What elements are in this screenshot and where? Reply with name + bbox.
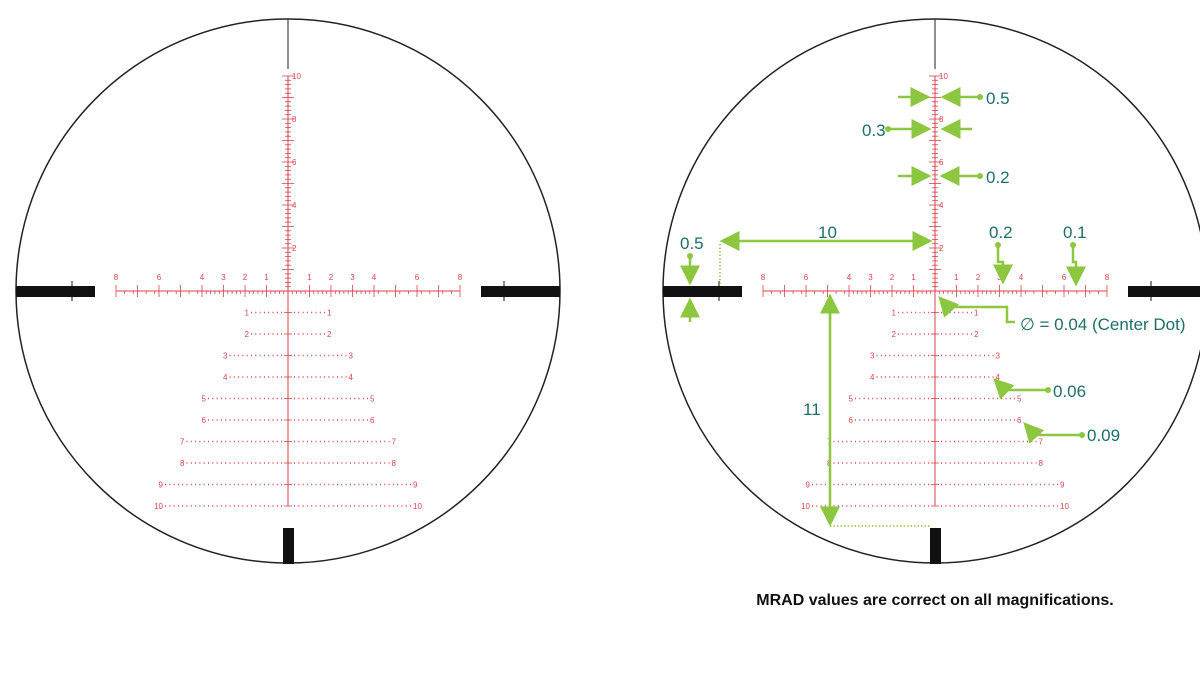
row-label: 2 <box>245 330 250 339</box>
row-label: 10 <box>413 502 422 511</box>
row-label: 3 <box>996 352 1001 361</box>
row-label: 3 <box>223 352 228 361</box>
h-label: 3 <box>221 273 226 282</box>
v-label: 2 <box>939 244 944 253</box>
h-label: 6 <box>804 273 809 282</box>
caption: MRAD values are correct on all magnifica… <box>756 592 1113 609</box>
row-label: 9 <box>806 481 811 490</box>
v-label: 4 <box>939 201 944 210</box>
label: 0.2 <box>989 223 1013 242</box>
h-label: 8 <box>114 273 119 282</box>
row-label: 10 <box>154 502 163 511</box>
h-label: 6 <box>1062 273 1067 282</box>
h-label: 4 <box>200 273 205 282</box>
row-label: 7 <box>1039 438 1044 447</box>
row-label: 9 <box>159 481 164 490</box>
row-label: 6 <box>370 416 375 425</box>
h-label: 8 <box>761 273 766 282</box>
row-label: 2 <box>892 330 897 339</box>
right-post <box>481 286 560 297</box>
arrow <box>1066 245 1086 287</box>
label: 11 <box>803 400 821 419</box>
dot <box>977 94 983 100</box>
row-label: 7 <box>392 438 397 447</box>
label: 0.06 <box>1053 382 1086 401</box>
row-label: 8 <box>180 459 185 468</box>
label: 0.5 <box>986 89 1010 108</box>
label: ∅ = 0.04 (Center Dot) <box>1020 315 1186 334</box>
row-label: 7 <box>180 438 185 447</box>
row-label: 5 <box>202 395 207 404</box>
v-label: 6 <box>292 158 297 167</box>
right-post <box>1128 286 1200 297</box>
row-label: 8 <box>392 459 397 468</box>
left-post <box>16 286 95 297</box>
h-label: 1 <box>911 273 916 282</box>
h-label: 3 <box>997 273 1002 282</box>
bottom-post <box>283 528 294 564</box>
h-label: 2 <box>976 273 981 282</box>
bottom-post <box>930 528 941 564</box>
v-label: 8 <box>292 115 297 124</box>
row-label: 1 <box>327 309 332 318</box>
v-label: 8 <box>939 115 944 124</box>
annotations: 0.5 0.3 0.2 10 0.5 0.2 0.1 ∅ = 0.04 (Cen… <box>680 87 1186 527</box>
row-label: 5 <box>849 395 854 404</box>
label: 0.5 <box>680 234 704 253</box>
h-label: 2 <box>329 273 334 282</box>
arrow <box>993 378 1048 400</box>
row-label: 1 <box>892 309 897 318</box>
h-label: 4 <box>847 273 852 282</box>
row-label: 9 <box>413 481 418 490</box>
h-label: 3 <box>350 273 355 282</box>
arrow <box>1023 422 1082 444</box>
h-label: 8 <box>1105 273 1110 282</box>
row-label: 4 <box>223 373 228 382</box>
h-label: 1 <box>264 273 269 282</box>
h-label: 2 <box>890 273 895 282</box>
label: 0.2 <box>986 168 1010 187</box>
label: 0.3 <box>862 121 886 140</box>
left-post <box>663 286 742 297</box>
v-label: 10 <box>939 72 948 81</box>
row-label: 2 <box>974 330 979 339</box>
row-label: 5 <box>370 395 375 404</box>
row-label: 3 <box>870 352 875 361</box>
arrow <box>993 245 1013 285</box>
row-label: 4 <box>349 373 354 382</box>
row-label: 1 <box>974 309 979 318</box>
v-label: 10 <box>292 72 301 81</box>
v-label: 2 <box>292 244 297 253</box>
row-label: 3 <box>349 352 354 361</box>
h-label: 6 <box>415 273 420 282</box>
h-label: 8 <box>458 273 463 282</box>
row-label: 6 <box>849 416 854 425</box>
label: 0.09 <box>1087 426 1120 445</box>
dot <box>977 173 983 179</box>
v-label: 4 <box>292 201 297 210</box>
h-label: 4 <box>1019 273 1024 282</box>
row-label: 2 <box>327 330 332 339</box>
label: 10 <box>818 223 837 242</box>
label: 0.1 <box>1063 223 1087 242</box>
row-label: 4 <box>996 373 1001 382</box>
row-label: 5 <box>1017 395 1022 404</box>
row-label: 10 <box>801 502 810 511</box>
h-label: 6 <box>157 273 162 282</box>
row-label: 4 <box>870 373 875 382</box>
h-label: 2 <box>243 273 248 282</box>
v-label: 6 <box>939 158 944 167</box>
row-label: 9 <box>1060 481 1065 490</box>
arrow <box>938 296 1015 324</box>
h-label: 3 <box>868 273 873 282</box>
h-label: 1 <box>307 273 312 282</box>
h-label: 1 <box>954 273 959 282</box>
row-label: 1 <box>245 309 250 318</box>
row-label: 8 <box>1039 459 1044 468</box>
row-label: 10 <box>1060 502 1069 511</box>
row-label: 6 <box>202 416 207 425</box>
row-label: 6 <box>1017 416 1022 425</box>
h-label: 4 <box>372 273 377 282</box>
